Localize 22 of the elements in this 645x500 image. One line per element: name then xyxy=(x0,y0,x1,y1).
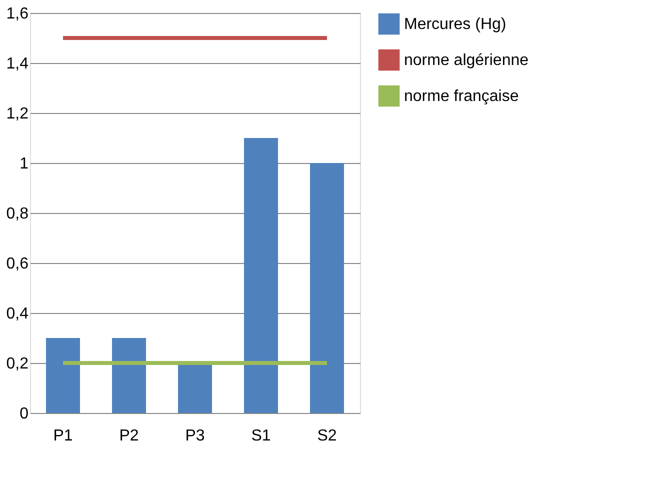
y-tick-label: 0,8 xyxy=(6,206,29,222)
y-tick-label: 0 xyxy=(20,406,29,422)
y-tick-label: 0,2 xyxy=(6,356,29,372)
y-tick-label: 0,6 xyxy=(6,256,29,272)
x-tick-label: P2 xyxy=(119,428,139,444)
y-tick-label: 1,2 xyxy=(6,106,29,122)
bar xyxy=(244,138,278,413)
y-tick-label: 1,4 xyxy=(6,56,29,72)
bar xyxy=(112,338,146,413)
x-tick-label: S2 xyxy=(317,428,337,444)
x-tick-label: P1 xyxy=(53,428,73,444)
y-tick-label: 1 xyxy=(20,156,29,172)
x-tick-label: P3 xyxy=(185,428,205,444)
x-tick-label: S1 xyxy=(251,428,271,444)
legend-label: norme algérienne xyxy=(404,52,529,69)
bar xyxy=(310,163,344,413)
legend-label: norme française xyxy=(404,88,519,105)
y-tick-label: 0,4 xyxy=(6,306,29,322)
bar xyxy=(178,363,212,413)
legend-label: Mercures (Hg) xyxy=(404,16,506,33)
bar xyxy=(46,338,80,413)
y-tick-label: 1,6 xyxy=(6,6,29,22)
